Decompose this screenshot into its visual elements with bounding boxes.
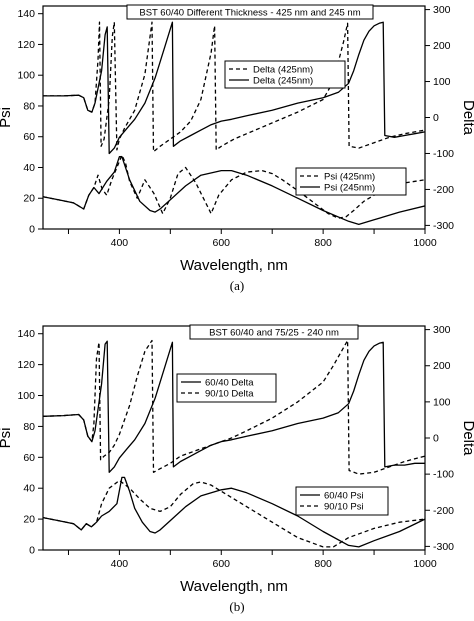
y-left-tick-label: 0 xyxy=(29,545,35,557)
y-left-tick-label: 40 xyxy=(23,162,35,174)
chart-title-box: BST 60/40 and 75/25 - 240 nm xyxy=(189,324,359,340)
x-tick-label: 800 xyxy=(314,558,332,570)
y-right-tick-label: 0 xyxy=(433,433,439,445)
y-right-tick-label: 300 xyxy=(433,4,451,16)
y-left-tick-label: 140 xyxy=(17,8,35,20)
y-left-axis-label: Psi xyxy=(0,107,14,128)
chart-panel-2: 400 600 800 1000020406080100120140-300-200-… xyxy=(0,324,474,614)
legend-label: Delta (425nm) xyxy=(253,65,313,76)
legend-frame xyxy=(295,486,389,516)
y-left-axis-label: Psi xyxy=(0,428,14,449)
legend-label: Psi (425nm) xyxy=(324,172,375,183)
x-tick-label: 800 xyxy=(314,237,332,249)
y-left-tick-label: 100 xyxy=(17,390,35,402)
y-right-tick-label: -100 xyxy=(433,148,454,160)
y-left-tick-label: 20 xyxy=(23,193,35,205)
figure-caption: (b) xyxy=(229,599,244,614)
y-right-axis-label: Delta xyxy=(460,100,474,136)
series-line-delta-245nm- xyxy=(43,21,425,155)
legend-frame xyxy=(295,167,407,196)
legend-frame xyxy=(224,60,346,89)
y-left-tick-label: 100 xyxy=(17,70,35,82)
legend-label: 60/40 Delta xyxy=(205,378,254,389)
y-right-tick-label: 200 xyxy=(433,40,451,52)
x-tick-label: 400 xyxy=(111,558,129,570)
y-left-tick-label: 80 xyxy=(23,100,35,112)
x-axis-label: Wavelength, nm xyxy=(180,257,288,274)
legend-label: 90/10 Psi xyxy=(324,502,364,513)
x-tick-label: 1000 xyxy=(413,237,437,249)
series-line-60-40-delta xyxy=(43,340,425,473)
legend-frame xyxy=(176,373,277,403)
y-left-tick-label: 60 xyxy=(23,452,35,464)
chart-title: BST 60/40 and 75/25 - 240 nm xyxy=(209,328,339,339)
y-left-tick-label: 0 xyxy=(29,224,35,236)
y-right-tick-label: -200 xyxy=(433,184,454,196)
series-group xyxy=(43,339,425,548)
y-right-tick-label: -200 xyxy=(433,505,454,517)
y-right-tick-label: 100 xyxy=(433,76,451,88)
legend-label: Delta (245nm) xyxy=(253,76,313,87)
y-right-tick-label: -300 xyxy=(433,541,454,553)
chart-panel-1: 400 600 800 1000020406080100120140-300-200-… xyxy=(0,4,474,293)
y-right-tick-label: -100 xyxy=(433,469,454,481)
y-left-tick-label: 120 xyxy=(17,39,35,51)
legend-label: 60/40 Psi xyxy=(324,491,364,502)
series-line-90-10-psi xyxy=(43,479,425,548)
x-tick-label: 400 xyxy=(111,237,129,249)
legend: Psi (425nm)Psi (245nm) xyxy=(295,167,407,196)
title-frame xyxy=(189,324,359,340)
series-line-90-10-delta xyxy=(43,339,425,475)
x-tick-label: 600 xyxy=(213,558,231,570)
plot-frame xyxy=(42,5,426,230)
y-right-tick-label: 300 xyxy=(433,324,451,336)
y-right-tick-label: 100 xyxy=(433,396,451,408)
y-left-tick-label: 80 xyxy=(23,421,35,433)
series-line-psi-425nm- xyxy=(43,154,425,219)
chart-title-box: BST 60/40 Different Thickness - 425 nm a… xyxy=(126,4,374,20)
y-right-axis-label: Delta xyxy=(460,420,474,456)
y-left-tick-label: 20 xyxy=(23,514,35,526)
y-right-tick-label: 200 xyxy=(433,360,451,372)
legend-label: Psi (245nm) xyxy=(324,183,375,194)
y-right-tick-label: -300 xyxy=(433,220,454,232)
x-tick-label: 1000 xyxy=(413,558,437,570)
figure-caption: (a) xyxy=(230,278,244,293)
y-right-tick-label: 0 xyxy=(433,112,439,124)
x-axis-label: Wavelength, nm xyxy=(180,578,288,595)
chart-title: BST 60/40 Different Thickness - 425 nm a… xyxy=(139,8,360,19)
x-tick-label: 600 xyxy=(213,237,231,249)
y-left-tick-label: 120 xyxy=(17,359,35,371)
series-line-delta-425nm- xyxy=(43,21,425,153)
y-left-tick-label: 40 xyxy=(23,483,35,495)
title-frame xyxy=(126,4,374,20)
series-group xyxy=(43,21,425,226)
legend: Delta (425nm)Delta (245nm) xyxy=(224,60,346,89)
y-left-tick-label: 60 xyxy=(23,131,35,143)
legend-label: 90/10 Delta xyxy=(205,389,254,400)
y-left-tick-label: 140 xyxy=(17,328,35,340)
